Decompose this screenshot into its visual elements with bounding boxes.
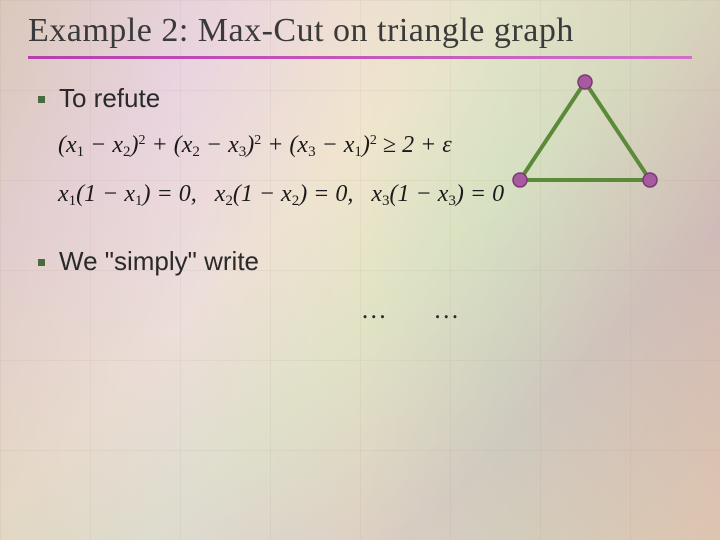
bullet-simply: We "simply" write xyxy=(38,246,692,277)
triangle-graph xyxy=(500,70,670,200)
ellipsis: … … xyxy=(28,295,692,325)
bullet-dot-icon xyxy=(38,96,45,103)
triangle-svg xyxy=(500,70,670,200)
slide-container: Example 2: Max-Cut on triangle graph To … xyxy=(0,0,720,540)
triangle-edge xyxy=(520,82,585,180)
triangle-edge xyxy=(585,82,650,180)
triangle-node xyxy=(578,75,592,89)
triangle-node xyxy=(643,173,657,187)
triangle-node xyxy=(513,173,527,187)
bullet-refute-text: To refute xyxy=(59,83,160,114)
bullet-simply-text: We "simply" write xyxy=(59,246,259,277)
slide-title: Example 2: Max-Cut on triangle graph xyxy=(28,12,692,59)
bullet-dot-icon xyxy=(38,259,45,266)
